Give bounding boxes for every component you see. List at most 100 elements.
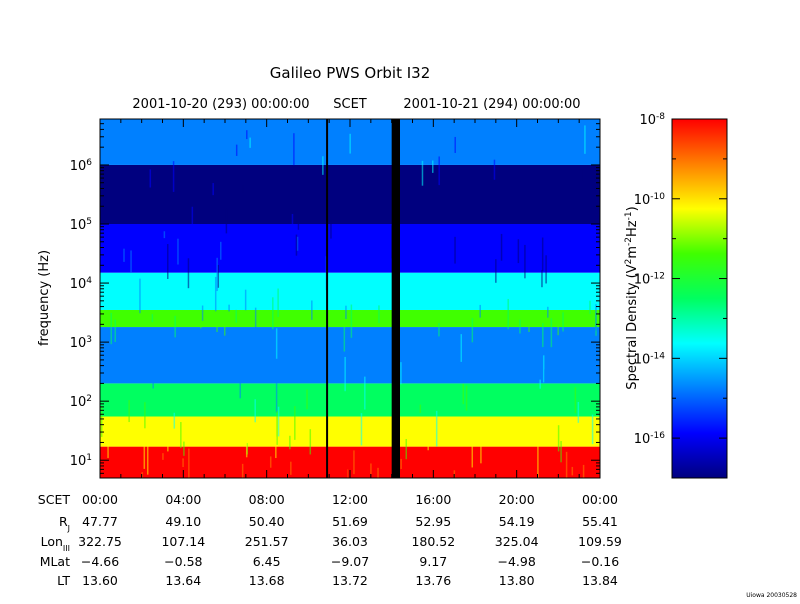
ephemeris-cell: 16:00 — [415, 492, 451, 507]
texture-streak — [360, 413, 363, 446]
texture-streak — [290, 461, 292, 475]
texture-streak — [545, 255, 547, 284]
chart-title: Galileo PWS Orbit I32 — [270, 64, 430, 82]
texture-streak — [445, 424, 447, 446]
colorbar-tick-label: 10-12 — [634, 272, 665, 288]
y-tick-label: 105 — [70, 217, 92, 233]
ephemeris-cell: 20:00 — [499, 492, 535, 507]
ephemeris-cell: 49.10 — [165, 514, 201, 529]
texture-streak — [500, 233, 503, 261]
texture-streak — [541, 270, 543, 288]
ephemeris-cell: 12:00 — [332, 492, 368, 507]
ephemeris-cell: 50.40 — [249, 514, 285, 529]
texture-streak — [539, 379, 541, 389]
ephemeris-cell: 109.59 — [578, 534, 622, 549]
texture-streak — [275, 328, 278, 359]
texture-streak — [591, 414, 594, 445]
ephemeris-row-label: SCET — [38, 492, 71, 507]
x-axis — [99, 119, 601, 478]
y-axis: 101 102 103 104 105 106 — [70, 118, 600, 479]
texture-streak — [572, 199, 575, 209]
ephemeris-table: SCET 00:00 04:00 08:00 12:00 16:00 20:00 00:00 R… — [38, 492, 622, 588]
texture-streak — [212, 183, 214, 196]
texture-streak — [269, 456, 272, 468]
texture-streak — [277, 288, 279, 318]
texture-streak — [187, 258, 190, 289]
texture-streak — [438, 156, 440, 186]
texture-streak — [217, 264, 220, 288]
colorbar-tick-label: 10-8 — [639, 112, 665, 128]
texture-streak — [296, 236, 299, 251]
texture-streak — [574, 387, 577, 414]
texture-streak — [562, 312, 564, 332]
texture-streak — [149, 169, 152, 188]
texture-streak — [400, 362, 402, 385]
ephemeris-cell: 9.17 — [419, 554, 447, 569]
texture-streak — [599, 477, 600, 478]
spectral-band — [100, 224, 600, 273]
colorbar-tick-label: 10-16 — [634, 431, 666, 447]
ephemeris-cell: 51.69 — [332, 514, 368, 529]
spectrogram-plot-area — [100, 119, 600, 478]
texture-streak — [537, 446, 539, 478]
colorbar-tick-label: 10-14 — [634, 351, 666, 367]
texture-streak — [547, 306, 549, 318]
texture-streak — [167, 421, 169, 452]
texture-streak — [235, 144, 238, 156]
texture-streak — [454, 136, 456, 153]
ephemeris-row-label: MLat — [40, 554, 70, 569]
credit-stamp: Uiowa 20030528 — [746, 592, 797, 599]
texture-streak — [471, 438, 474, 468]
texture-streak — [216, 257, 218, 292]
texture-streak — [223, 325, 226, 336]
spectrogram-texture — [100, 125, 600, 478]
texture-streak — [182, 458, 184, 468]
texture-streak — [151, 314, 154, 323]
texture-streak — [249, 137, 251, 148]
header-scet-label: SCET — [333, 97, 367, 112]
ephemeris-cell: 13.72 — [332, 573, 368, 588]
texture-streak — [239, 370, 242, 399]
texture-streak — [330, 217, 332, 239]
texture-streak — [235, 309, 237, 323]
texture-streak — [480, 436, 482, 464]
texture-streak — [289, 435, 291, 450]
texture-streak — [293, 133, 295, 166]
texture-streak — [335, 315, 338, 325]
texture-streak — [241, 463, 244, 478]
texture-streak — [577, 401, 580, 423]
texture-streak — [438, 323, 440, 337]
texture-streak — [427, 477, 429, 478]
texture-streak — [130, 250, 132, 274]
texture-streak — [177, 238, 179, 265]
texture-streak — [242, 185, 244, 194]
texture-streak — [244, 289, 247, 311]
texture-streak — [364, 376, 366, 410]
texture-streak — [344, 356, 346, 392]
texture-streak — [277, 406, 280, 437]
texture-streak — [519, 319, 521, 334]
texture-streak — [542, 323, 544, 348]
texture-streak — [454, 236, 456, 264]
ephemeris-cell: 6.45 — [253, 554, 281, 569]
texture-streak — [400, 458, 402, 470]
spectral-band — [100, 327, 600, 384]
ephemeris-cell: 325.04 — [495, 534, 539, 549]
texture-streak — [405, 438, 407, 460]
texture-streak — [378, 305, 380, 324]
ephemeris-cell: 13.68 — [249, 573, 285, 588]
ephemeris-cell: 00:00 — [82, 492, 118, 507]
ephemeris-cell: 13.80 — [499, 573, 535, 588]
texture-streak — [560, 441, 562, 463]
texture-streak — [517, 239, 520, 264]
texture-streak — [571, 466, 574, 476]
texture-streak — [162, 453, 164, 460]
data-gap — [391, 119, 400, 478]
texture-streak — [479, 304, 481, 318]
colorbar — [671, 118, 728, 479]
texture-streak — [225, 208, 228, 234]
texture-streak — [582, 169, 585, 182]
texture-streak — [294, 406, 296, 440]
header-left-time: 2001-10-20 (293) 00:00:00 — [132, 97, 309, 112]
